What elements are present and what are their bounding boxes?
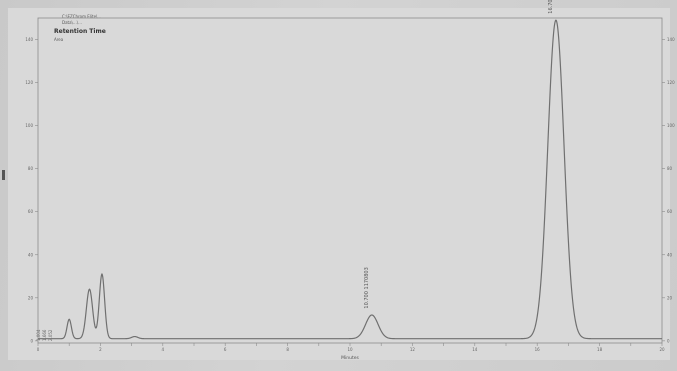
x-tick-label: 12 — [410, 347, 416, 352]
peak-label: 10.700 1170803 — [364, 267, 370, 308]
header-path-2: Data\...\... — [62, 20, 82, 25]
x-axis-label: Minutes — [341, 355, 359, 361]
x-tick-label: 0 — [37, 347, 40, 352]
early-peak-label: 2.052 — [48, 329, 53, 341]
x-tick-label: 20 — [659, 347, 665, 352]
x-tick-label: 14 — [472, 347, 478, 352]
header-title: Retention Time — [54, 28, 106, 35]
y-tick-label-left: 40 — [28, 252, 34, 257]
x-tick-label: 4 — [162, 347, 165, 352]
y-tick-label-right: 20 — [667, 295, 673, 300]
y-tick-label-right: 80 — [667, 166, 673, 171]
y-tick-label-right: 140 — [667, 37, 675, 42]
y-tick-label-left: 120 — [25, 80, 33, 85]
y-tick-label-right: 40 — [667, 252, 673, 257]
y-tick-label-left: 140 — [25, 37, 33, 42]
y-tick-label-left: 20 — [28, 295, 34, 300]
y-tick-label-right: 100 — [667, 123, 675, 128]
x-tick-label: 10 — [347, 347, 353, 352]
y-tick-label-right: 60 — [667, 209, 673, 214]
x-tick-label: 8 — [286, 347, 289, 352]
y-tick-label-left: 100 — [25, 123, 33, 128]
header-subtitle: Area — [54, 37, 64, 42]
x-tick-label: 2 — [99, 347, 102, 352]
plot-frame — [37, 17, 663, 344]
x-tick-label: 16 — [535, 347, 541, 352]
y-tick-label-left: 80 — [28, 166, 34, 171]
binding-mark — [2, 170, 5, 180]
early-peak-label: 1.004 — [36, 329, 41, 341]
y-tick-label-left: 0 — [30, 338, 33, 343]
peak-label: 16.707 20011821 — [548, 0, 554, 14]
header-path-1: C:\EZChrom Elite\... — [62, 14, 102, 19]
y-tick-label-left: 60 — [28, 209, 34, 214]
y-tick-label-right: 0 — [667, 338, 670, 343]
x-tick-label: 18 — [597, 347, 603, 352]
early-peak-label: 1.666 — [42, 329, 47, 341]
chromatogram-trace — [38, 19, 662, 340]
x-tick-label: 6 — [224, 347, 227, 352]
chromatogram-sheet — [8, 8, 670, 360]
y-tick-label-right: 120 — [667, 80, 675, 85]
